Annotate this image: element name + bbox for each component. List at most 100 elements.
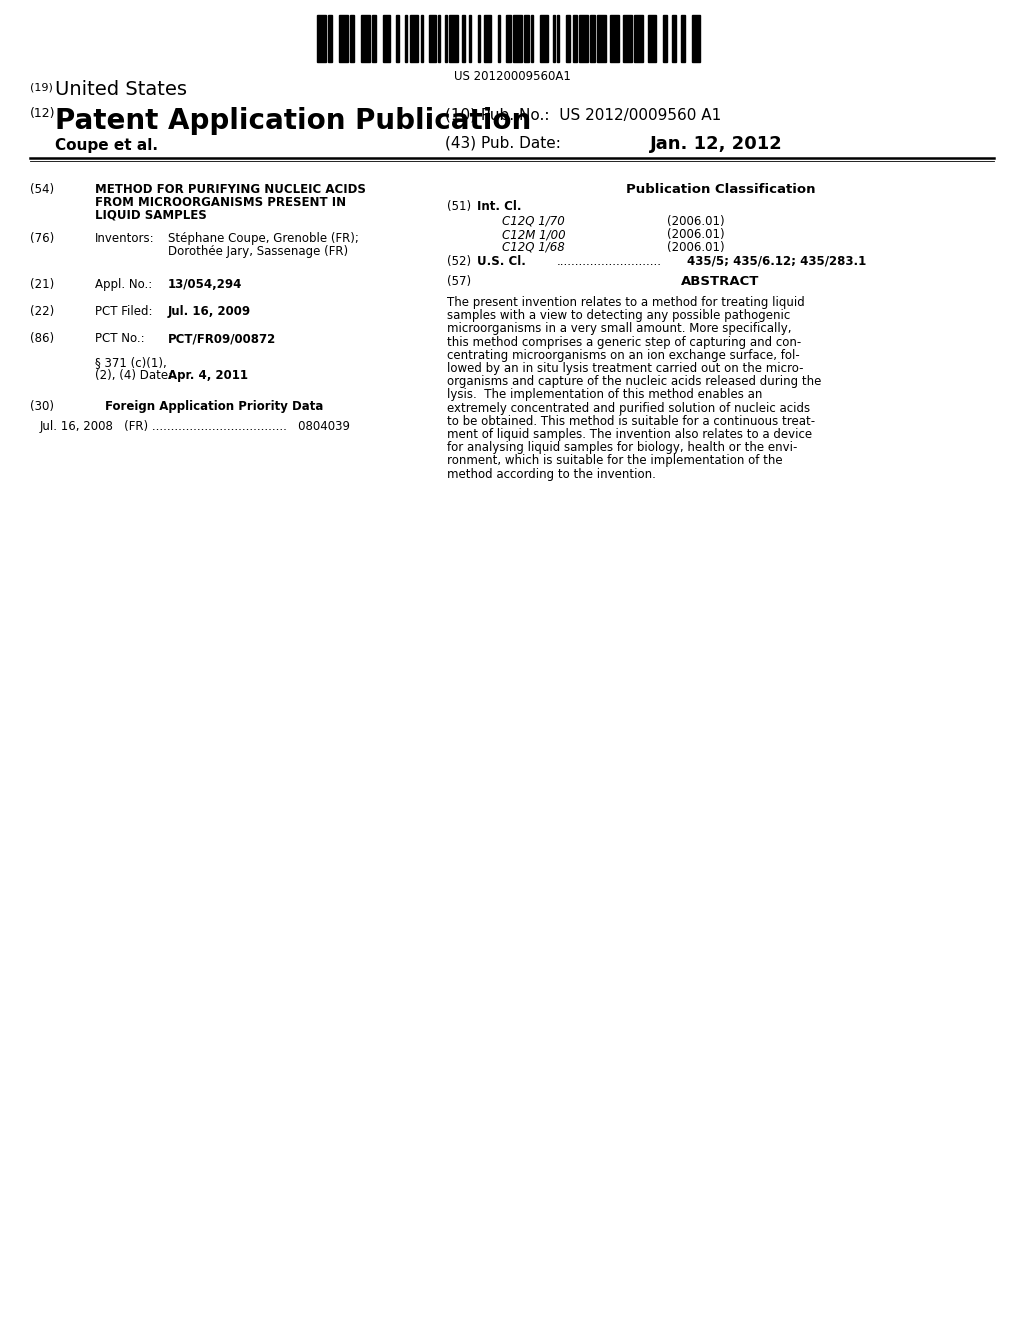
Bar bbox=[513, 15, 522, 62]
Text: FROM MICROORGANISMS PRESENT IN: FROM MICROORGANISMS PRESENT IN bbox=[95, 195, 346, 209]
Text: centrating microorganisms on an ion exchange surface, fol-: centrating microorganisms on an ion exch… bbox=[447, 348, 800, 362]
Bar bbox=[553, 15, 555, 62]
Text: organisms and capture of the nucleic acids released during the: organisms and capture of the nucleic aci… bbox=[447, 375, 821, 388]
Text: (2006.01): (2006.01) bbox=[667, 215, 725, 228]
Bar bbox=[478, 15, 480, 62]
Bar bbox=[421, 15, 423, 62]
Text: METHOD FOR PURIFYING NUCLEIC ACIDS: METHOD FOR PURIFYING NUCLEIC ACIDS bbox=[95, 183, 366, 195]
Text: ronment, which is suitable for the implementation of the: ronment, which is suitable for the imple… bbox=[447, 454, 782, 467]
Text: PCT No.:: PCT No.: bbox=[95, 333, 144, 345]
Text: LIQUID SAMPLES: LIQUID SAMPLES bbox=[95, 209, 207, 222]
Text: Apr. 4, 2011: Apr. 4, 2011 bbox=[168, 370, 248, 381]
Text: (86): (86) bbox=[30, 333, 54, 345]
Text: (51): (51) bbox=[447, 201, 471, 213]
Bar bbox=[328, 15, 333, 62]
Text: samples with a view to detecting any possible pathogenic: samples with a view to detecting any pos… bbox=[447, 309, 791, 322]
Text: extremely concentrated and purified solution of nucleic acids: extremely concentrated and purified solu… bbox=[447, 401, 810, 414]
Text: Coupe et al.: Coupe et al. bbox=[55, 139, 158, 153]
Text: (57): (57) bbox=[447, 275, 471, 288]
Text: Inventors:: Inventors: bbox=[95, 232, 155, 246]
Bar bbox=[444, 15, 447, 62]
Text: lowed by an in situ lysis treatment carried out on the micro-: lowed by an in situ lysis treatment carr… bbox=[447, 362, 804, 375]
Text: C12Q 1/70: C12Q 1/70 bbox=[502, 215, 565, 228]
Text: (2), (4) Date:: (2), (4) Date: bbox=[95, 370, 172, 381]
Bar bbox=[540, 15, 549, 62]
Bar bbox=[681, 15, 685, 62]
Bar bbox=[372, 15, 377, 62]
Bar bbox=[580, 15, 588, 62]
Bar bbox=[557, 15, 559, 62]
Text: Jul. 16, 2008   (FR) ....................................   0804039: Jul. 16, 2008 (FR) .....................… bbox=[40, 420, 351, 433]
Bar bbox=[438, 15, 440, 62]
Text: United States: United States bbox=[55, 81, 187, 99]
Bar bbox=[410, 15, 419, 62]
Text: (22): (22) bbox=[30, 305, 54, 318]
Bar bbox=[524, 15, 528, 62]
Text: (76): (76) bbox=[30, 232, 54, 246]
Text: Jan. 12, 2012: Jan. 12, 2012 bbox=[650, 135, 782, 153]
Text: this method comprises a generic step of capturing and con-: this method comprises a generic step of … bbox=[447, 335, 801, 348]
Text: (43) Pub. Date:: (43) Pub. Date: bbox=[445, 135, 561, 150]
Text: § 371 (c)(1),: § 371 (c)(1), bbox=[95, 356, 167, 370]
Text: Appl. No.:: Appl. No.: bbox=[95, 279, 153, 290]
Text: PCT/FR09/00872: PCT/FR09/00872 bbox=[168, 333, 276, 345]
Text: 435/5; 435/6.12; 435/283.1: 435/5; 435/6.12; 435/283.1 bbox=[687, 255, 866, 268]
Bar bbox=[463, 15, 465, 62]
Text: microorganisms in a very small amount. More specifically,: microorganisms in a very small amount. M… bbox=[447, 322, 792, 335]
Text: for analysing liquid samples for biology, health or the envi-: for analysing liquid samples for biology… bbox=[447, 441, 798, 454]
Bar bbox=[317, 15, 707, 62]
Bar bbox=[469, 15, 471, 62]
Bar bbox=[498, 15, 500, 62]
Bar bbox=[396, 15, 398, 62]
Bar bbox=[507, 15, 511, 62]
Text: Dorothée Jary, Sassenage (FR): Dorothée Jary, Sassenage (FR) bbox=[168, 246, 348, 257]
Bar bbox=[339, 15, 348, 62]
Text: (10) Pub. No.:  US 2012/0009560 A1: (10) Pub. No.: US 2012/0009560 A1 bbox=[445, 107, 721, 121]
Text: C12Q 1/68: C12Q 1/68 bbox=[502, 242, 565, 253]
Bar bbox=[566, 15, 570, 62]
Bar bbox=[634, 15, 643, 62]
Text: to be obtained. This method is suitable for a continuous treat-: to be obtained. This method is suitable … bbox=[447, 414, 815, 428]
Text: (2006.01): (2006.01) bbox=[667, 242, 725, 253]
Bar bbox=[406, 15, 408, 62]
Text: (30): (30) bbox=[30, 400, 54, 413]
Text: ............................: ............................ bbox=[557, 255, 662, 268]
Bar bbox=[450, 15, 458, 62]
Text: ABSTRACT: ABSTRACT bbox=[681, 275, 760, 288]
Text: U.S. Cl.: U.S. Cl. bbox=[477, 255, 526, 268]
Bar bbox=[691, 15, 700, 62]
Bar bbox=[597, 15, 605, 62]
Text: (2006.01): (2006.01) bbox=[667, 228, 725, 242]
Text: The present invention relates to a method for treating liquid: The present invention relates to a metho… bbox=[447, 296, 805, 309]
Bar bbox=[647, 15, 656, 62]
Text: (21): (21) bbox=[30, 279, 54, 290]
Text: method according to the invention.: method according to the invention. bbox=[447, 467, 656, 480]
Bar bbox=[672, 15, 676, 62]
Text: 13/054,294: 13/054,294 bbox=[168, 279, 243, 290]
Text: (12): (12) bbox=[30, 107, 55, 120]
Text: Foreign Application Priority Data: Foreign Application Priority Data bbox=[105, 400, 324, 413]
Text: Jul. 16, 2009: Jul. 16, 2009 bbox=[168, 305, 251, 318]
Bar bbox=[317, 15, 326, 62]
Bar bbox=[484, 15, 492, 62]
Text: ment of liquid samples. The invention also relates to a device: ment of liquid samples. The invention al… bbox=[447, 428, 812, 441]
Text: (19): (19) bbox=[30, 83, 53, 92]
Bar bbox=[361, 15, 370, 62]
Bar bbox=[383, 15, 390, 62]
Text: PCT Filed:: PCT Filed: bbox=[95, 305, 153, 318]
Bar bbox=[350, 15, 354, 62]
Text: Stéphane Coupe, Grenoble (FR);: Stéphane Coupe, Grenoble (FR); bbox=[168, 232, 358, 246]
Text: (54): (54) bbox=[30, 183, 54, 195]
Bar bbox=[624, 15, 632, 62]
Bar bbox=[590, 15, 595, 62]
Text: Publication Classification: Publication Classification bbox=[626, 183, 815, 195]
Bar bbox=[610, 15, 618, 62]
Text: Int. Cl.: Int. Cl. bbox=[477, 201, 521, 213]
Text: US 20120009560A1: US 20120009560A1 bbox=[454, 70, 570, 83]
Bar bbox=[530, 15, 532, 62]
Text: lysis.  The implementation of this method enables an: lysis. The implementation of this method… bbox=[447, 388, 763, 401]
Bar bbox=[429, 15, 436, 62]
Text: Patent Application Publication: Patent Application Publication bbox=[55, 107, 531, 135]
Text: C12M 1/00: C12M 1/00 bbox=[502, 228, 565, 242]
Text: (52): (52) bbox=[447, 255, 471, 268]
